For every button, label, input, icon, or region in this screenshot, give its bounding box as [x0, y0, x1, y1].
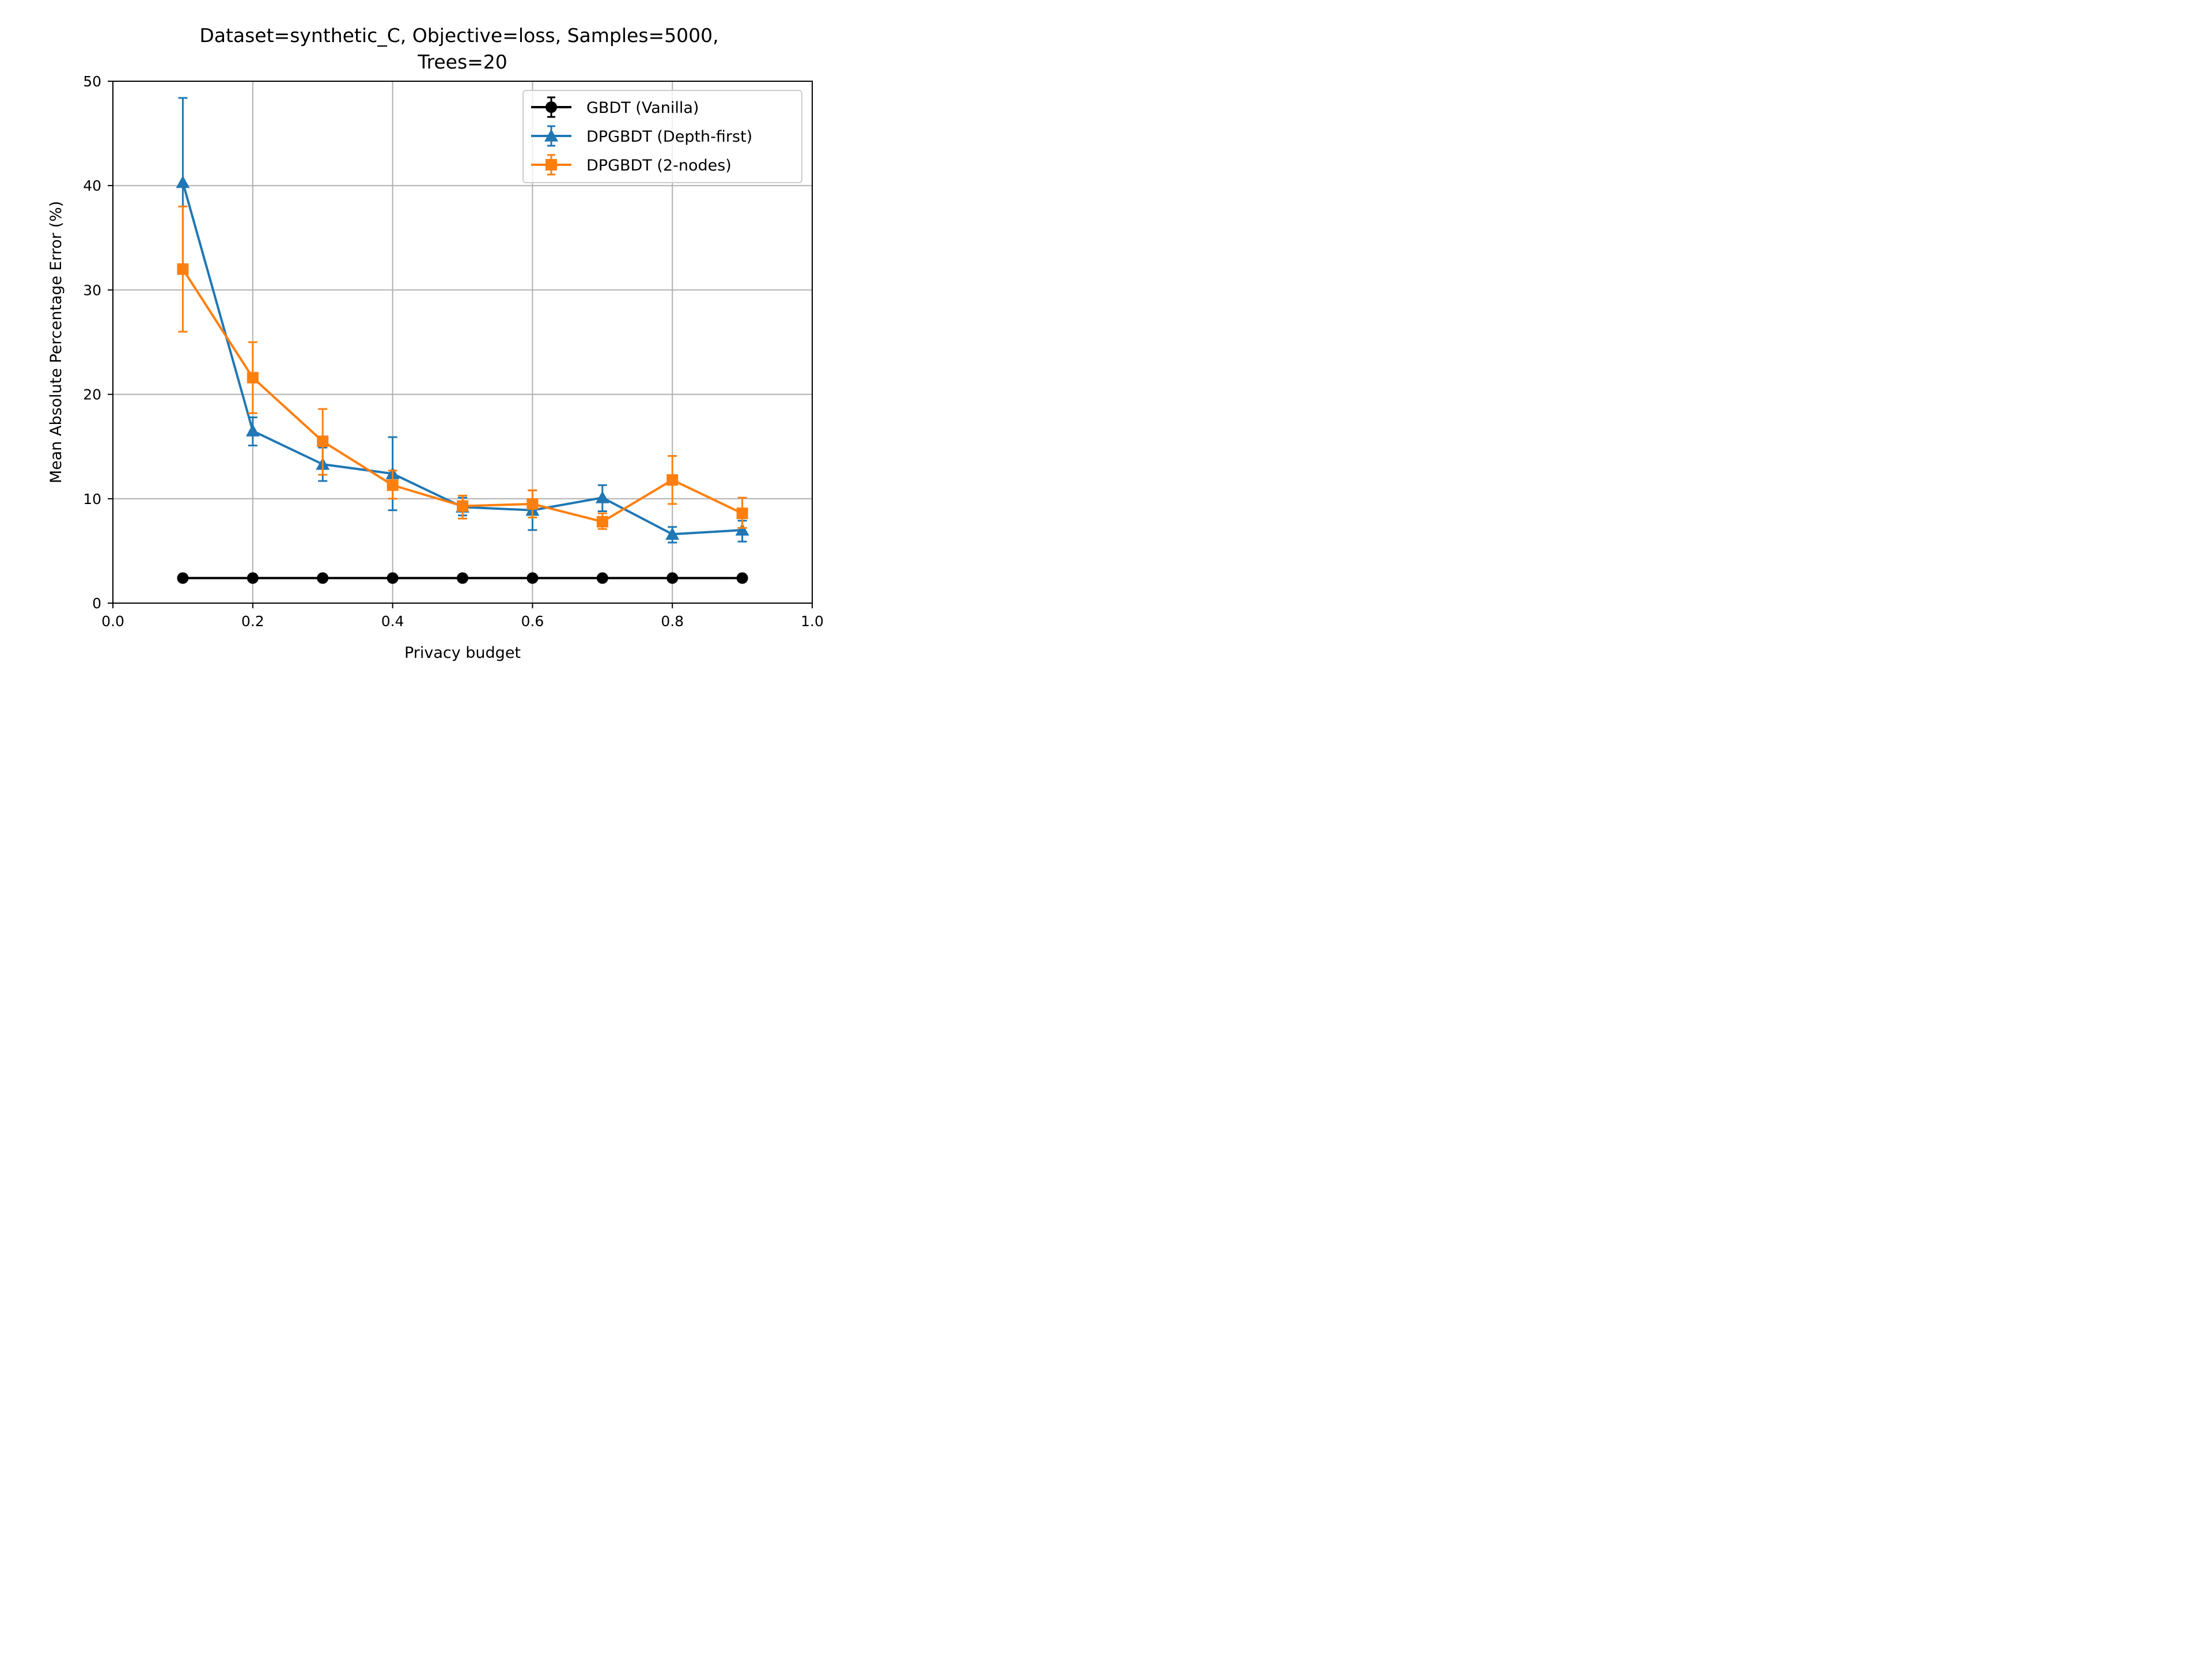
axis-ticks: 0.0 0.2 0.4 0.6 0.8 1.0 0 10 20 30 40 50: [83, 73, 824, 630]
legend-marker-dpgbdt-depth-first: [544, 129, 558, 142]
gbdt-vanilla-point-0: [177, 572, 189, 584]
plot-frame: [112, 81, 813, 604]
y-tick-label-0: 0: [92, 595, 101, 612]
dpgbdt-2-nodes-point-7: [666, 474, 679, 486]
gbdt-vanilla-point-5: [527, 572, 539, 584]
x-axis-label: Privacy budget: [404, 644, 521, 662]
legend: GBDT (Vanilla) DPGBDT (Depth-first) DPGB…: [522, 90, 802, 183]
series-dpgbdt-2-nodes: [177, 205, 748, 530]
gbdt-vanilla-point-1: [247, 572, 259, 584]
gbdt-vanilla-point-7: [666, 572, 679, 584]
chart-title-line-1: Dataset=synthetic_C, Objective=loss, Sam…: [199, 24, 718, 47]
x-tick-label-4: 0.8: [661, 613, 684, 630]
x-tick-label-0: 0.0: [101, 613, 124, 630]
x-tick-label-2: 0.4: [381, 613, 404, 630]
dpgbdt-depth-first-point-1: [245, 424, 260, 437]
dpgbdt-2-nodes-point-2: [317, 435, 329, 448]
dpgbdt-2-nodes-point-1: [247, 372, 259, 384]
dpgbdt-2-nodes-point-5: [527, 498, 539, 510]
gbdt-vanilla-point-6: [596, 572, 608, 584]
gbdt-vanilla-point-2: [317, 572, 329, 584]
chart-title-line-2: Trees=20: [417, 51, 507, 73]
dpgbdt-2-nodes-point-6: [596, 516, 608, 528]
legend-label-dpgbdt-depth-first: DPGBDT (Depth-first): [586, 128, 752, 146]
legend-frame: [522, 90, 802, 183]
legend-label-dpgbdt-2-nodes: DPGBDT (2-nodes): [586, 157, 732, 175]
legend-marker-dpgbdt-2-nodes: [546, 159, 557, 171]
chart: Dataset=synthetic_C, Objective=loss, Sam…: [0, 0, 891, 668]
y-tick-label-1: 10: [83, 491, 101, 507]
y-tick-label-2: 20: [83, 387, 101, 403]
x-tick-label-1: 0.2: [241, 613, 264, 630]
dpgbdt-2-nodes-point-0: [177, 263, 189, 275]
y-tick-label-3: 30: [83, 282, 101, 298]
dpgbdt-depth-first-point-6: [595, 490, 609, 503]
dpgbdt-depth-first-point-7: [665, 527, 680, 540]
dpgbdt-2-nodes-point-4: [457, 500, 468, 512]
legend-markers: [531, 96, 571, 176]
x-tick-label-5: 1.0: [801, 613, 824, 630]
gbdt-vanilla-point-8: [736, 572, 748, 584]
gbdt-vanilla-point-3: [387, 572, 399, 584]
series-gbdt-vanilla: [177, 572, 748, 584]
dpgbdt-depth-first-point-8: [735, 523, 749, 536]
gbdt-vanilla-point-4: [457, 572, 468, 584]
dpgbdt-depth-first-point-0: [176, 175, 190, 188]
y-tick-label-5: 50: [83, 73, 101, 90]
dpgbdt-2-nodes-point-3: [387, 479, 399, 491]
plot-series: [176, 97, 749, 584]
legend-marker-gbdt-vanilla: [546, 101, 557, 113]
x-tick-label-3: 0.6: [521, 613, 544, 630]
y-tick-label-4: 40: [83, 177, 101, 194]
y-axis-label: Mean Absolute Percentage Error (%): [47, 201, 65, 483]
legend-label-gbdt-vanilla: GBDT (Vanilla): [586, 99, 699, 117]
dpgbdt-2-nodes-point-8: [736, 507, 748, 520]
